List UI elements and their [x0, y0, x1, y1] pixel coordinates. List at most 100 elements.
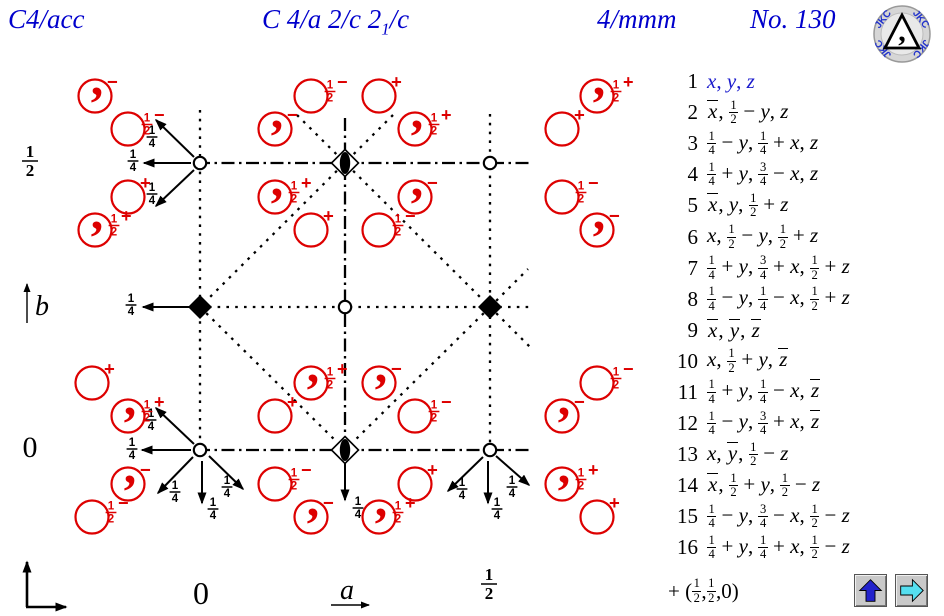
- svg-text:1: 1: [111, 214, 118, 226]
- fraction-label: 14: [221, 475, 233, 500]
- operation-number: 5: [687, 193, 699, 218]
- symmetry-equivalent-atom: , −: [579, 184, 620, 248]
- operation-number: 3: [687, 131, 699, 156]
- svg-text:2: 2: [327, 93, 333, 105]
- fraction-label: 12: [428, 113, 440, 138]
- symmetry-equivalent-atom: , +: [361, 471, 416, 535]
- svg-text:4: 4: [459, 490, 466, 502]
- svg-text:1: 1: [395, 214, 402, 226]
- svg-text:4: 4: [509, 488, 516, 500]
- svg-text:+: +: [588, 460, 599, 480]
- enantiomorph-comma-icon: ,: [593, 184, 606, 240]
- fraction-label: 12: [324, 80, 336, 105]
- fraction-label: 12: [105, 501, 117, 526]
- svg-text:+: +: [154, 392, 165, 412]
- glide-line-dotted: [199, 114, 394, 308]
- operation-number: 16: [677, 535, 698, 560]
- svg-text:−: −: [154, 105, 165, 125]
- svg-text:2: 2: [108, 514, 114, 526]
- up-button[interactable]: [854, 574, 887, 607]
- a-axis-label: a: [340, 575, 354, 606]
- svg-text:+: +: [337, 359, 348, 379]
- svg-text:1: 1: [509, 475, 516, 487]
- symmetry-equivalent-atom: −: [257, 460, 312, 502]
- svg-text:2: 2: [613, 380, 619, 392]
- glide-line-dotted: [344, 306, 491, 451]
- enantiomorph-comma-icon: ,: [411, 151, 424, 207]
- svg-text:+: +: [121, 206, 132, 226]
- operation-number: 2: [687, 100, 699, 125]
- enantiomorph-comma-icon: ,: [307, 337, 320, 393]
- svg-text:+: +: [140, 172, 151, 193]
- twofold-axis-icon: [337, 299, 353, 315]
- svg-text:4: 4: [494, 510, 501, 522]
- svg-text:1: 1: [459, 477, 466, 489]
- next-button[interactable]: [895, 574, 928, 607]
- symmetry-equivalent-atom: , −: [77, 50, 118, 114]
- fraction-label: 14: [146, 125, 158, 150]
- space-group-short-symbol: C4/acc: [8, 4, 85, 34]
- enantiomorph-comma-icon: ,: [558, 438, 571, 494]
- svg-text:4: 4: [172, 493, 179, 505]
- fraction-label: 14: [146, 182, 158, 207]
- symmetry-equivalent-atom: −: [361, 206, 416, 248]
- svg-text:−: −: [140, 459, 151, 480]
- symmetry-equivalent-atom: +: [397, 459, 438, 502]
- svg-text:1: 1: [613, 80, 620, 92]
- symmetry-equivalent-atom: , +: [579, 50, 634, 114]
- svg-text:2: 2: [291, 194, 297, 206]
- svg-text:−: −: [441, 392, 452, 412]
- svg-text:1: 1: [224, 475, 231, 487]
- svg-text:1: 1: [327, 80, 334, 92]
- twofold-axis-arrow: [208, 455, 245, 491]
- fraction-label: 14: [125, 293, 137, 318]
- twofold-axis-arrow: [156, 456, 194, 495]
- svg-text:1: 1: [395, 501, 402, 513]
- fraction-label: 12: [141, 113, 153, 138]
- right-arrow-icon: [900, 578, 924, 603]
- enantiomorph-comma-icon: ,: [91, 184, 104, 240]
- symmetry-equivalent-atom: −: [579, 359, 634, 401]
- svg-text:−: −: [287, 104, 298, 125]
- symmetry-equivalent-atom: −: [74, 493, 129, 535]
- operation-coordinates: x, y, z: [707, 317, 761, 342]
- svg-text:−: −: [427, 172, 438, 193]
- twofold-axis-arrow: [446, 456, 484, 493]
- svg-text:1: 1: [144, 400, 151, 412]
- svg-text:1: 1: [144, 113, 151, 125]
- fraction-label: 14: [126, 437, 138, 462]
- enantiomorph-comma-icon: ,: [375, 471, 388, 527]
- svg-text:1: 1: [431, 113, 438, 125]
- glide-line-dotted: [296, 114, 491, 308]
- fraction-label: 12: [392, 501, 404, 526]
- svg-text:+: +: [623, 72, 634, 92]
- space-group-full-symbol: C 4/a 2/c 21/c: [262, 4, 410, 39]
- twofold-axis-icon: [482, 155, 498, 171]
- svg-text:1: 1: [210, 497, 217, 509]
- operation-number: 4: [687, 162, 699, 187]
- fraction-label: 12: [141, 400, 153, 425]
- symmetry-equivalent-atom: , +: [544, 438, 599, 502]
- symmetry-equivalent-atom: −: [110, 105, 165, 147]
- fraction-label: 14: [145, 408, 157, 433]
- fraction-label: 12: [324, 367, 336, 392]
- svg-text:4: 4: [355, 509, 362, 521]
- glide-line-dotted: [489, 306, 531, 348]
- symmetry-equivalent-atom: , −: [397, 151, 438, 215]
- svg-text:−: −: [588, 173, 599, 193]
- glide-line-dotted: [199, 306, 346, 451]
- svg-text:1: 1: [128, 293, 135, 305]
- symmetry-equivalent-atom: −: [293, 72, 348, 114]
- svg-text:+: +: [287, 391, 298, 412]
- fourbar-axis-icon: [330, 148, 360, 178]
